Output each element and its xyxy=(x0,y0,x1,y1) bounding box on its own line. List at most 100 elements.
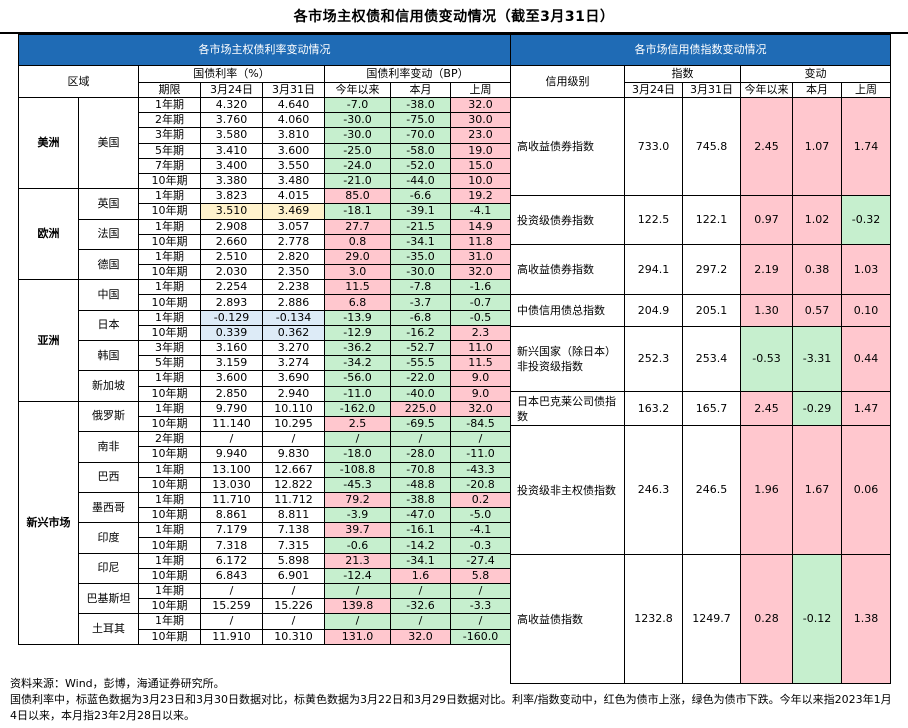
change-week-cell: 1.74 xyxy=(840,97,892,196)
change-week-cell: / xyxy=(450,613,511,630)
table-row: 美洲 美国 1年期 4.320 4.640 -7.0 -38.0 32.0 xyxy=(18,96,511,190)
change-mtd-cell: 0.57 xyxy=(792,294,842,327)
rate-cur-cell: 10.110 xyxy=(262,400,325,417)
change-week-cell: -27.4 xyxy=(450,552,511,569)
term-cell: 1年期 xyxy=(138,582,201,600)
change-ytd-cell: 79.2 xyxy=(324,491,391,509)
term-cell: 10年期 xyxy=(138,324,201,342)
country-label: 新加坡 xyxy=(78,370,139,402)
index-name-cell: 高收益债券指数 xyxy=(510,97,625,196)
rate-cur-cell: 10.295 xyxy=(262,415,325,433)
table-row: 巴西 1年期 13.100 12.667 -108.8 -70.8 -43.3 xyxy=(19,461,511,493)
change-week-cell: 0.44 xyxy=(840,326,892,392)
change-mtd-cell: 1.67 xyxy=(792,425,842,555)
change-mtd-cell: -34.1 xyxy=(390,233,451,250)
rate-cur-cell: 3.469 xyxy=(262,203,325,220)
table-row: 5年期 3.410 3.600 -25.0 -58.0 19.0 xyxy=(19,142,511,159)
term-cell: 1年期 xyxy=(138,461,201,478)
rate-prev-cell: 3.160 xyxy=(200,339,263,357)
change-mtd-cell: -22.0 xyxy=(390,370,451,387)
term-cell: 1年期 xyxy=(138,370,201,387)
table-row: 10年期 2.030 2.350 3.0 -30.0 32.0 xyxy=(19,264,511,281)
change-ytd-cell: / xyxy=(324,582,391,600)
term-cell: 10年期 xyxy=(138,446,201,463)
table-row: 日本 1年期 -0.129 -0.134 -13.9 -6.8 -0.5 xyxy=(19,309,511,342)
rate-cur-cell: 3.810 xyxy=(262,127,325,144)
index-cur-cell: 745.8 xyxy=(682,97,741,196)
table-row: 高收益债指数 1232.8 1249.7 0.28 -0.12 1.38 xyxy=(510,554,892,684)
table-row: 10年期 13.030 12.822 -45.3 -48.8 -20.8 xyxy=(19,476,511,493)
change-mtd-cell: -16.1 xyxy=(390,522,451,539)
rate-prev-cell: 3.600 xyxy=(200,370,263,387)
rate-cur-cell: / xyxy=(262,613,325,630)
rate-cur-cell: / xyxy=(262,582,325,600)
change-mtd-cell: -14.2 xyxy=(390,537,451,554)
change-ytd-cell: -30.0 xyxy=(324,127,391,144)
rate-cur-cell: 2.350 xyxy=(262,264,325,281)
change-ytd-cell: 0.28 xyxy=(740,554,793,684)
table-row: 亚洲 中国 1年期 2.254 2.238 11.5 -7.8 -1.6 xyxy=(18,279,511,402)
term-cell: 10年期 xyxy=(138,628,201,645)
sovereign-table: 各市场主权债利率变动情况 区域 国债利率（%） 国债利率变动（BP） 期限 3月24日 3月… xyxy=(18,34,511,645)
term-cell: 10年期 xyxy=(138,507,201,524)
term-cell: 10年期 xyxy=(138,385,201,402)
rate-cur-cell: 3.274 xyxy=(262,355,325,372)
change-week-cell: -5.0 xyxy=(450,507,511,524)
change-ytd-cell: -25.0 xyxy=(324,142,391,159)
change-mtd-cell: -70.0 xyxy=(390,127,451,144)
change-mtd-cell: / xyxy=(390,431,451,448)
table-row: 土耳其 1年期 / / / / / xyxy=(19,613,511,645)
rate-prev-cell: 0.339 xyxy=(200,324,263,342)
change-ytd-cell: -12.9 xyxy=(324,324,391,342)
index-cur-cell: 253.4 xyxy=(682,326,741,392)
term-cell: 1年期 xyxy=(138,613,201,630)
rate-prev-cell: 8.861 xyxy=(200,507,263,524)
rate-prev-cell: / xyxy=(200,431,263,448)
change-week-cell: -0.5 xyxy=(450,309,511,326)
change-mtd-cell: -39.1 xyxy=(390,203,451,220)
rate-prev-cell: 11.140 xyxy=(200,415,263,433)
term-cell: 10年期 xyxy=(138,203,201,220)
header-rate: 国债利率（%） xyxy=(138,65,325,83)
rate-prev-cell: 13.030 xyxy=(200,476,263,493)
rate-cur-cell: 9.830 xyxy=(262,446,325,463)
change-mtd-cell: -28.0 xyxy=(390,446,451,463)
rate-cur-cell: 12.667 xyxy=(262,461,325,478)
country-label: 墨西哥 xyxy=(78,491,139,524)
rate-prev-cell: 3.580 xyxy=(200,127,263,144)
change-week-cell: / xyxy=(450,582,511,600)
change-ytd-cell: -7.0 xyxy=(324,96,391,114)
change-week-cell: -84.5 xyxy=(450,415,511,433)
rate-prev-cell: 2.850 xyxy=(200,385,263,402)
rate-cur-cell: / xyxy=(262,431,325,448)
rate-prev-cell: 3.823 xyxy=(200,188,263,205)
change-mtd-cell: -3.31 xyxy=(792,326,842,392)
term-cell: 1年期 xyxy=(138,522,201,539)
rate-cur-cell: 2.820 xyxy=(262,248,325,266)
country-label: 巴基斯坦 xyxy=(78,582,139,615)
rate-prev-cell: 2.908 xyxy=(200,218,263,235)
change-ytd-cell: / xyxy=(324,613,391,630)
rate-prev-cell: 7.179 xyxy=(200,522,263,539)
index-cur-cell: 122.1 xyxy=(682,195,741,245)
term-cell: 10年期 xyxy=(138,567,201,585)
change-mtd-cell: 225.0 xyxy=(390,400,451,417)
rate-cur-cell: 3.600 xyxy=(262,142,325,159)
change-ytd-cell: 21.3 xyxy=(324,552,391,569)
rate-prev-cell: 3.159 xyxy=(200,355,263,372)
index-prev-cell: 163.2 xyxy=(624,391,683,426)
table-row: 10年期 2.660 2.778 0.8 -34.1 11.8 xyxy=(19,233,511,250)
change-ytd-cell: 85.0 xyxy=(324,188,391,205)
change-week-cell: 5.8 xyxy=(450,567,511,585)
term-cell: 10年期 xyxy=(138,233,201,250)
change-mtd-cell: -34.1 xyxy=(390,552,451,569)
change-ytd-cell: -13.9 xyxy=(324,309,391,326)
index-prev-cell: 294.1 xyxy=(624,244,683,295)
change-mtd-cell: -16.2 xyxy=(390,324,451,342)
change-ytd-cell: -30.0 xyxy=(324,112,391,129)
index-name-cell: 投资级债券指数 xyxy=(510,195,625,245)
rate-prev-cell: / xyxy=(200,582,263,600)
table-row: 中债信用债总指数 204.9 205.1 1.30 0.57 0.10 xyxy=(510,294,892,327)
index-cur-cell: 205.1 xyxy=(682,294,741,327)
change-week-cell: -4.1 xyxy=(450,203,511,220)
